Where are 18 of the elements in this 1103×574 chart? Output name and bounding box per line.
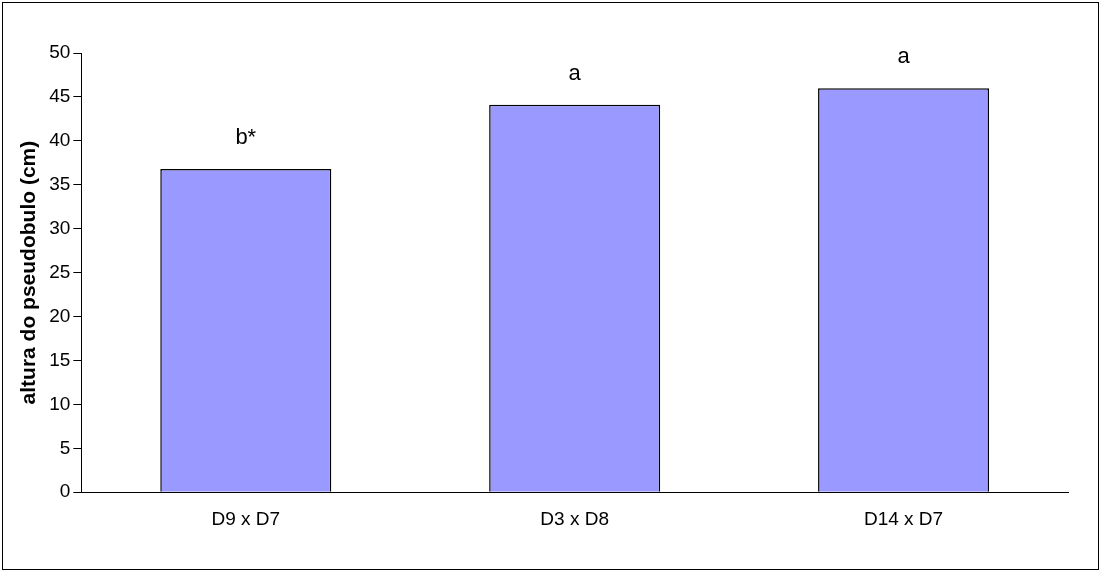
annotation: b* [235, 124, 257, 150]
y-tick-label: 30 [49, 216, 71, 238]
y-tick-label: 45 [49, 85, 71, 107]
annotation: a [897, 43, 911, 69]
y-tick-label: 0 [59, 480, 71, 502]
y-tick-label: 40 [49, 129, 71, 151]
annotation: a [568, 59, 582, 85]
y-tick-label: 20 [49, 304, 71, 326]
x-tick-label: D14 x D7 [863, 507, 944, 529]
y-tick-label: 25 [49, 260, 71, 282]
y-axis-title: altura do pseudobulo (cm) [16, 140, 40, 405]
y-tick-label: 5 [59, 436, 71, 458]
y-tick-label: 35 [49, 172, 71, 194]
x-tick-label: D3 x D8 [540, 507, 609, 529]
y-tick-label: 10 [49, 392, 71, 414]
x-tick-label: D9 x D7 [211, 507, 281, 529]
y-tick-label: 50 [49, 41, 71, 63]
y-tick-label: 15 [49, 348, 71, 370]
